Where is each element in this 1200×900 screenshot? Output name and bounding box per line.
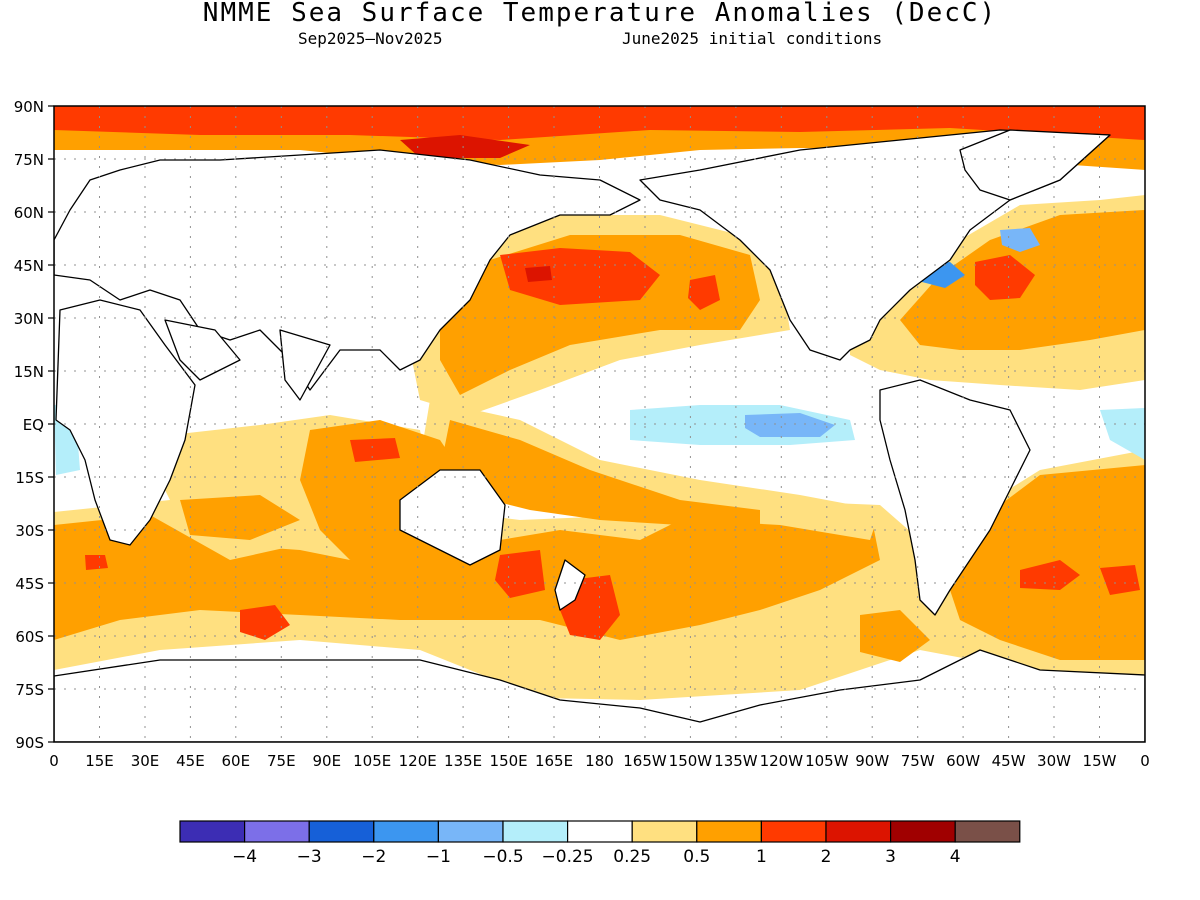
- lat-label: 15S: [15, 469, 44, 487]
- legend-swatch: [179, 820, 246, 843]
- anomaly-field: [54, 106, 1145, 742]
- lon-label: 45E: [176, 752, 205, 770]
- legend-break-label: −2: [361, 847, 386, 867]
- lon-label: 60W: [946, 752, 980, 770]
- legend-labels: −4 −3 −2 −1 −0.5 −0.25 0.25 0.5 1 2 3 4: [232, 847, 961, 867]
- lat-label: 75S: [15, 681, 44, 699]
- legend-break-label: 1: [756, 847, 767, 867]
- lon-label: 120W: [760, 752, 804, 770]
- lon-label: 165E: [535, 752, 573, 770]
- lon-label: 75E: [267, 752, 296, 770]
- lat-label: 60S: [15, 628, 44, 646]
- legend-break-label: −0.25: [542, 847, 594, 867]
- legend-swatch: [825, 820, 892, 843]
- lon-label: 90E: [313, 752, 342, 770]
- lat-label: 30N: [14, 310, 44, 328]
- legend-break-label: −4: [232, 847, 257, 867]
- legend-swatches: [179, 820, 1021, 843]
- lon-label: 180: [585, 752, 614, 770]
- legend-break-label: 0.25: [613, 847, 651, 867]
- legend-swatch: [566, 820, 633, 843]
- legend-swatch: [308, 820, 375, 843]
- legend-break-label: −3: [297, 847, 322, 867]
- legend-swatch: [631, 820, 698, 843]
- legend-swatch: [760, 820, 827, 843]
- lon-label: 150E: [490, 752, 528, 770]
- legend-break-label: 0.5: [683, 847, 710, 867]
- graticule: [54, 106, 1145, 742]
- coastlines: [54, 129, 1145, 742]
- lat-label: 60N: [14, 204, 44, 222]
- lon-label: 30W: [1037, 752, 1071, 770]
- initial-conditions: June2025 initial conditions: [622, 29, 883, 48]
- lon-label: 75W: [901, 752, 935, 770]
- lon-label: 90W: [855, 752, 889, 770]
- lon-label: 150W: [669, 752, 713, 770]
- lat-label: 30S: [15, 522, 44, 540]
- lon-label: 15W: [1083, 752, 1117, 770]
- legend-break-label: 4: [950, 847, 961, 867]
- lat-label: 90S: [15, 734, 44, 752]
- legend-swatch: [954, 820, 1021, 843]
- legend-break-label: 3: [885, 847, 896, 867]
- lat-label: 75N: [14, 151, 44, 169]
- legend-break-label: −1: [426, 847, 451, 867]
- legend-break-label: −0.5: [482, 847, 523, 867]
- lat-label: 45S: [15, 575, 44, 593]
- lon-label: 30E: [131, 752, 160, 770]
- lon-label: 45W: [992, 752, 1026, 770]
- legend-swatch: [696, 820, 762, 843]
- legend-swatch: [373, 820, 439, 843]
- forecast-period: Sep2025–Nov2025: [298, 29, 443, 48]
- legend-swatch: [244, 820, 310, 843]
- lon-label: 105E: [353, 752, 391, 770]
- lon-label: 60E: [222, 752, 251, 770]
- legend-swatch: [502, 820, 569, 843]
- sst-anomaly-map: 90N 75N 60N 45N 30N 15N EQ 15S 30S 45S 6…: [14, 98, 1150, 770]
- map-title: NMME Sea Surface Temperature Anomalies (…: [202, 0, 998, 28]
- lon-label: 120E: [399, 752, 437, 770]
- legend-break-label: 2: [821, 847, 832, 867]
- lon-label: 0: [1140, 752, 1150, 770]
- lat-label: 15N: [14, 363, 44, 381]
- lon-label: 135W: [714, 752, 758, 770]
- lat-label: EQ: [23, 416, 44, 434]
- lon-label: 0: [49, 752, 59, 770]
- lon-label: 165W: [623, 752, 667, 770]
- lat-label: 45N: [14, 257, 44, 275]
- legend-swatch: [437, 820, 504, 843]
- lat-label: 90N: [14, 98, 44, 116]
- lon-label: 15E: [85, 752, 114, 770]
- lon-label: 105W: [805, 752, 849, 770]
- legend-swatch: [889, 820, 956, 843]
- lon-label: 135E: [444, 752, 482, 770]
